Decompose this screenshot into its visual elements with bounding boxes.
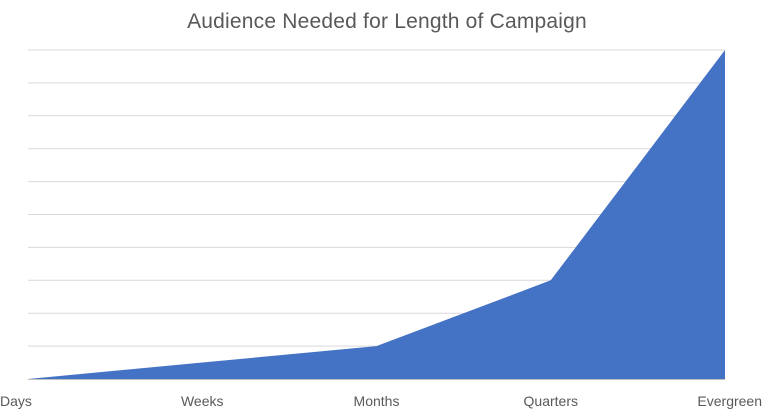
x-tick-labels: Days Weeks Months Quarters Evergreen — [0, 393, 762, 409]
area-fill — [28, 50, 725, 379]
x-tick-label-evergreen: Evergreen — [697, 393, 762, 409]
x-tick-label-quarters: Quarters — [524, 393, 578, 409]
x-tick-label-days: Days — [0, 393, 32, 409]
area-series — [28, 50, 725, 379]
x-tick-label-weeks: Weeks — [181, 393, 224, 409]
chart-title: Audience Needed for Length of Campaign — [187, 10, 587, 33]
x-tick-label-months: Months — [354, 393, 400, 409]
